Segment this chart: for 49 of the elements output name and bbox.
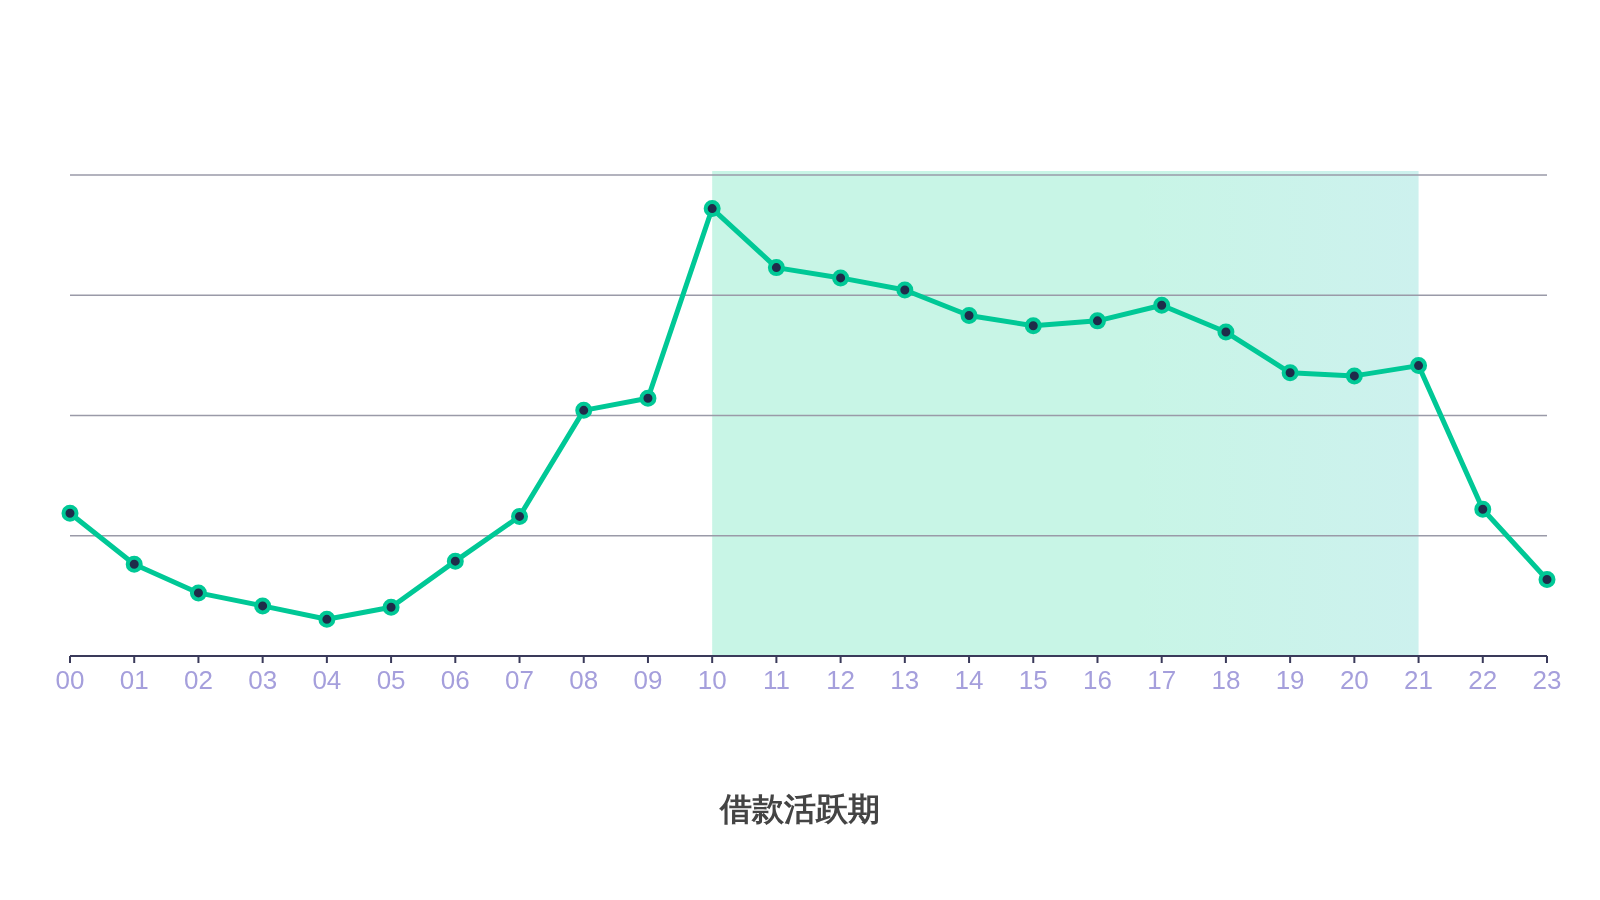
- point: [960, 307, 978, 324]
- x-tick-label: 23: [1532, 665, 1562, 695]
- point: [61, 504, 79, 522]
- point: [1153, 296, 1171, 314]
- point: [446, 552, 464, 570]
- x-tick-label: 21: [1404, 665, 1434, 695]
- point: [318, 610, 336, 628]
- x-tick-label: 19: [1275, 665, 1305, 695]
- point: [1281, 364, 1299, 382]
- x-tick-label: 18: [1211, 665, 1241, 695]
- point: [1217, 323, 1235, 341]
- point: [832, 269, 850, 287]
- x-tick-label: 04: [312, 665, 342, 695]
- point: [767, 259, 785, 277]
- x-tick-label: 14: [954, 665, 984, 695]
- point: [703, 200, 721, 218]
- point: [896, 281, 914, 299]
- point: [382, 598, 400, 616]
- x-tick-label: 10: [697, 665, 727, 695]
- x-tick-label: 08: [569, 665, 599, 695]
- x-tick-label: 03: [248, 665, 278, 695]
- x-tick-label: 22: [1468, 665, 1498, 695]
- point: [639, 389, 657, 407]
- point: [1538, 570, 1556, 588]
- x-tick-label: 05: [376, 665, 406, 695]
- x-tick-label: 02: [183, 665, 213, 695]
- x-tick-label: 07: [505, 665, 534, 695]
- x-tick-label: 11: [762, 665, 790, 695]
- point: [189, 584, 207, 602]
- point: [1410, 357, 1428, 375]
- point: [511, 507, 529, 525]
- x-tick-label: 06: [440, 665, 470, 695]
- point: [1024, 317, 1042, 335]
- point: [1088, 312, 1106, 330]
- text: 借款活跃期: [719, 791, 880, 827]
- x-tick-label: 17: [1147, 665, 1177, 695]
- x-tick-label: 00: [55, 665, 85, 695]
- x-tick-label: 13: [890, 665, 920, 695]
- point: [125, 555, 143, 573]
- x-tick-label: 09: [633, 665, 663, 695]
- x-tick-label: 20: [1339, 665, 1369, 695]
- point: [575, 401, 593, 419]
- x-tick-label: 12: [826, 665, 856, 695]
- point: [1345, 367, 1363, 385]
- x-tick-label: 15: [1018, 665, 1048, 695]
- x-tick-label: 16: [1083, 665, 1112, 695]
- point: [1474, 500, 1492, 518]
- x-tick-label: 01: [119, 665, 149, 695]
- point: [254, 597, 272, 615]
